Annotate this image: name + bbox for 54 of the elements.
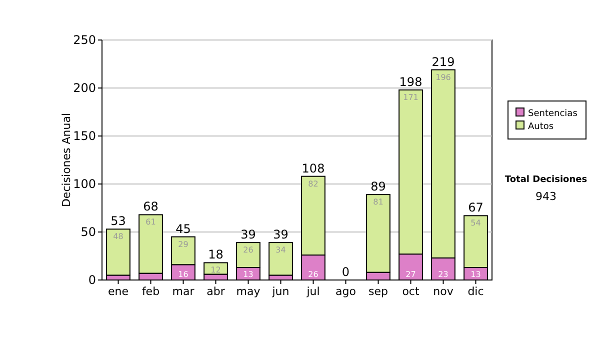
x-tick-label: ene bbox=[108, 285, 129, 298]
data-label: 29 bbox=[178, 240, 188, 249]
data-label: 196 bbox=[436, 72, 451, 82]
total-label: 108 bbox=[302, 161, 325, 176]
text: 943 bbox=[536, 190, 556, 203]
y-tick-label: 150 bbox=[73, 129, 96, 143]
x-tick-label: abr bbox=[206, 285, 226, 298]
total-label: 67 bbox=[468, 200, 484, 215]
total-label: 68 bbox=[143, 200, 158, 214]
total-label: 0 bbox=[342, 265, 350, 279]
data-label: 61 bbox=[146, 218, 156, 227]
total-label: 219 bbox=[432, 54, 455, 69]
x-tick-label: jul bbox=[306, 285, 320, 298]
data-label: 48 bbox=[113, 232, 124, 242]
x-tick-label: nov bbox=[433, 285, 454, 298]
data-label: 23 bbox=[438, 270, 448, 279]
total-label: 89 bbox=[370, 180, 386, 194]
y-tick-label: 250 bbox=[73, 33, 96, 47]
y-tick-label: 200 bbox=[73, 81, 96, 95]
data-label: 12 bbox=[210, 266, 221, 275]
total-label: 39 bbox=[273, 228, 288, 242]
total-label: 198 bbox=[399, 74, 422, 89]
y-tick-label: 100 bbox=[73, 177, 96, 191]
legend-label: Sentencias bbox=[528, 109, 578, 119]
x-tick-label: oct bbox=[402, 285, 420, 298]
x-tick-label: mar bbox=[172, 285, 195, 298]
data-label: 81 bbox=[373, 198, 384, 207]
x-tick-label: may bbox=[236, 285, 261, 298]
data-label: 26 bbox=[243, 246, 254, 255]
legend-label: Autos bbox=[528, 122, 554, 132]
data-label: 54 bbox=[470, 218, 481, 228]
text: Total Decisiones bbox=[504, 175, 588, 185]
data-label: 82 bbox=[308, 179, 318, 188]
total-label: 53 bbox=[110, 214, 126, 228]
data-label: 16 bbox=[178, 270, 188, 279]
data-label: 34 bbox=[276, 246, 286, 255]
x-tick-label: sep bbox=[368, 285, 388, 298]
data-label: 13 bbox=[470, 270, 481, 279]
data-label: 26 bbox=[308, 270, 318, 279]
x-tick-label: jun bbox=[271, 285, 290, 298]
y-tick-label: 0 bbox=[88, 273, 96, 287]
y-axis-title: Decisiones Anual bbox=[60, 112, 73, 208]
total-label: 39 bbox=[240, 228, 256, 242]
data-label: 27 bbox=[406, 270, 416, 279]
y-tick-label: 50 bbox=[80, 225, 96, 239]
bar bbox=[268, 242, 293, 276]
data-label: 171 bbox=[403, 92, 418, 102]
x-tick-label: feb bbox=[142, 285, 160, 298]
x-tick-label: ago bbox=[336, 285, 356, 298]
data-label: 13 bbox=[243, 270, 254, 279]
total-label: 45 bbox=[176, 222, 191, 236]
total-label: 18 bbox=[208, 248, 224, 262]
bar bbox=[106, 228, 130, 276]
x-tick-label: dic bbox=[468, 285, 484, 298]
